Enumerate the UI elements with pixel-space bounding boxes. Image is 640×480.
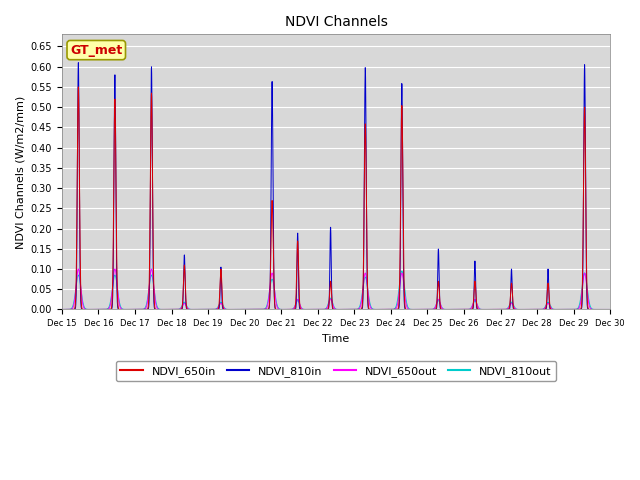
NDVI_810out [606, 307, 614, 312]
NDVI_650in [596, 307, 604, 312]
NDVI_650out [292, 299, 300, 305]
NDVI_650out [154, 305, 161, 311]
NDVI_650out [240, 307, 248, 312]
NDVI_810in [154, 307, 161, 312]
NDVI_810in [269, 103, 276, 108]
NDVI_650in [241, 307, 248, 312]
NDVI_810in [292, 298, 300, 304]
NDVI_650in [121, 307, 129, 312]
NDVI_650in [292, 285, 300, 290]
Line: NDVI_810out: NDVI_810out [62, 271, 610, 310]
NDVI_650in [58, 307, 66, 312]
NDVI_810out [58, 307, 66, 312]
NDVI_810out [120, 307, 128, 312]
NDVI_810in [74, 60, 82, 66]
NDVI_650out [606, 307, 614, 312]
NDVI_650in [606, 307, 614, 312]
NDVI_650in [154, 307, 161, 312]
NDVI_810in [239, 307, 246, 312]
NDVI_810out [269, 276, 276, 282]
NDVI_810in [58, 307, 66, 312]
NDVI_810in [121, 307, 129, 312]
NDVI_810in [537, 307, 545, 312]
NDVI_810out [537, 307, 545, 312]
NDVI_650out [121, 307, 129, 312]
Line: NDVI_650in: NDVI_650in [62, 87, 610, 310]
NDVI_650in [269, 205, 276, 211]
Legend: NDVI_650in, NDVI_810in, NDVI_650out, NDVI_810out: NDVI_650in, NDVI_810in, NDVI_650out, NDV… [116, 361, 556, 381]
NDVI_810out [398, 268, 406, 274]
NDVI_650out [596, 307, 604, 312]
NDVI_650in [74, 84, 82, 90]
NDVI_650out [74, 266, 82, 272]
NDVI_810in [606, 307, 614, 312]
NDVI_810in [596, 307, 604, 312]
NDVI_650out [269, 271, 276, 276]
NDVI_650in [537, 307, 545, 312]
NDVI_810out [596, 307, 604, 312]
Line: NDVI_650out: NDVI_650out [62, 269, 610, 310]
NDVI_810out [239, 307, 247, 312]
Title: NDVI Channels: NDVI Channels [285, 15, 387, 29]
Text: GT_met: GT_met [70, 44, 122, 57]
X-axis label: Time: Time [323, 334, 349, 344]
Y-axis label: NDVI Channels (W/m2/mm): NDVI Channels (W/m2/mm) [15, 95, 25, 249]
Line: NDVI_810in: NDVI_810in [62, 63, 610, 310]
NDVI_650out [537, 307, 545, 312]
NDVI_810out [153, 303, 161, 309]
NDVI_650out [58, 307, 66, 312]
NDVI_810out [292, 300, 300, 306]
